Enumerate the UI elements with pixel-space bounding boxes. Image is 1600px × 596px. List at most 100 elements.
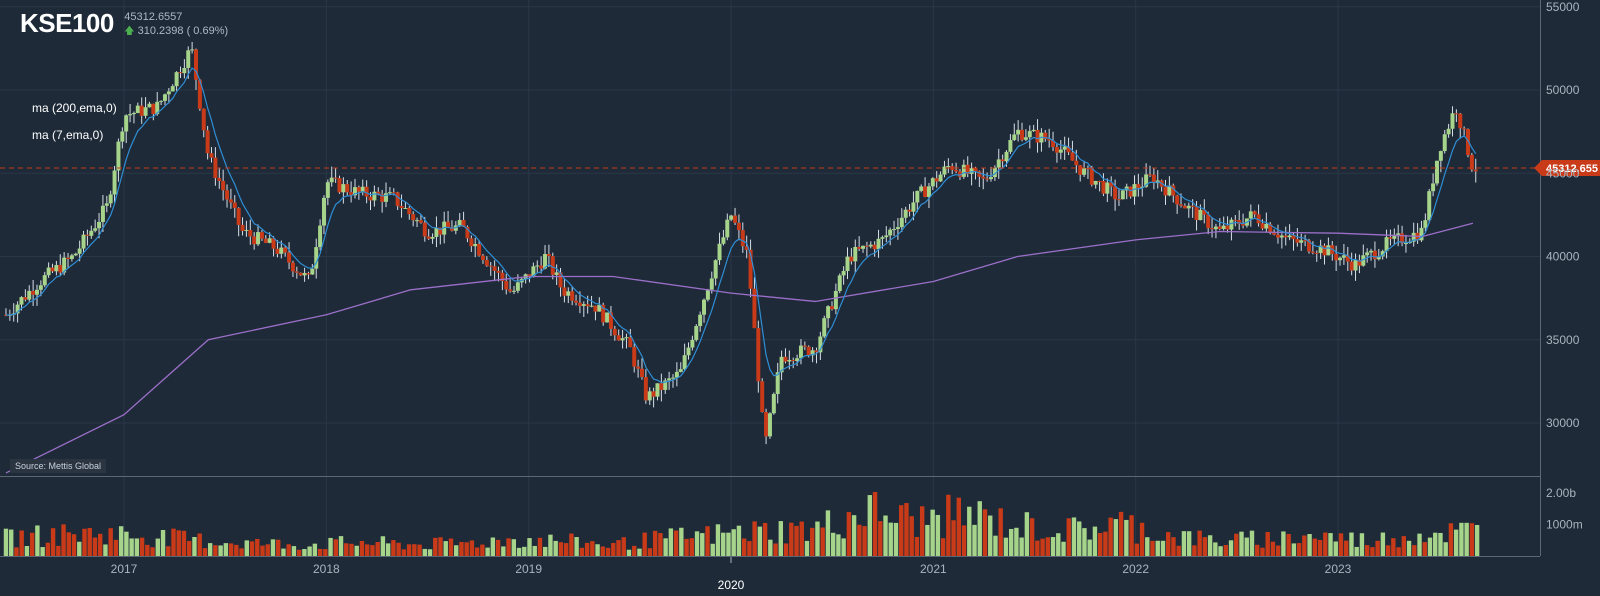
volume-bar: [103, 544, 108, 556]
candle-body: [651, 391, 656, 397]
candle-body: [473, 244, 478, 247]
volume-bar: [815, 521, 820, 556]
candle-body: [954, 169, 959, 172]
candle-body: [27, 290, 32, 300]
candle-body: [577, 302, 582, 306]
candle-body: [628, 337, 633, 348]
candle-body: [616, 335, 621, 341]
volume-bar: [459, 541, 464, 556]
volume-bar: [1296, 543, 1302, 556]
candle-body: [434, 227, 439, 237]
volume-bar: [1464, 522, 1469, 556]
candle-body: [531, 266, 536, 278]
volume-bar: [370, 545, 375, 556]
volume-bar: [29, 532, 35, 556]
price-tick-label: 30000: [1546, 416, 1580, 430]
volume-bar: [967, 506, 972, 556]
candle-body: [566, 291, 571, 296]
candle-body: [1241, 224, 1246, 226]
candle-body: [1082, 168, 1087, 175]
candle-body: [767, 413, 772, 437]
candle-body: [418, 220, 423, 223]
up-arrow-icon: 🡅: [124, 26, 135, 37]
volume-bar: [810, 527, 815, 556]
volume-bar: [1391, 538, 1396, 556]
volume-bar: [726, 532, 731, 556]
volume-bar: [443, 541, 448, 556]
volume-bar: [752, 521, 757, 556]
candle-body: [1167, 185, 1172, 196]
candle-body: [496, 270, 501, 273]
volume-bar: [1087, 539, 1092, 556]
candle-body: [236, 208, 241, 225]
volume-bar: [338, 536, 344, 556]
volume-bar: [1008, 528, 1014, 556]
candle-body: [221, 180, 226, 191]
candle-body: [511, 290, 516, 292]
volume-bar: [773, 543, 778, 556]
ema7-legend-label[interactable]: ma (7,ema,0): [32, 128, 104, 142]
volume-bar: [1438, 532, 1443, 556]
candle-body: [372, 191, 377, 201]
candle-body: [1248, 211, 1253, 219]
candle-body: [1000, 159, 1005, 162]
candle-body: [135, 105, 140, 113]
volume-bar: [647, 548, 653, 556]
candle-body: [318, 225, 323, 248]
candle-body: [461, 220, 466, 227]
volume-bar: [302, 549, 307, 556]
volume-bar: [1453, 529, 1459, 556]
volume-bar: [1181, 531, 1187, 556]
candle-body: [19, 297, 24, 305]
volume-bar: [1354, 546, 1359, 556]
volume-bar: [914, 536, 920, 556]
candle-body: [380, 194, 385, 202]
volume-bar: [291, 546, 297, 556]
volume-bar: [207, 543, 213, 556]
volume-bar: [893, 522, 899, 556]
candle-body: [930, 178, 935, 187]
volume-bar: [537, 537, 543, 556]
volume-bar: [1186, 531, 1192, 556]
candle-body: [1043, 132, 1048, 140]
candle-body: [81, 234, 86, 249]
candle-body: [884, 235, 889, 238]
volume-bar: [150, 547, 155, 556]
candle-body: [1027, 131, 1032, 138]
candle-body: [744, 246, 749, 250]
candle-body: [1361, 255, 1366, 266]
candle-body: [996, 159, 1001, 168]
candle-body: [465, 226, 470, 239]
candle-body: [314, 247, 319, 269]
candle-body: [50, 267, 55, 272]
candle-body: [736, 222, 741, 231]
volume-bar: [679, 527, 684, 556]
candle-body: [1419, 227, 1424, 241]
candle-body: [248, 229, 253, 237]
candle-body: [942, 166, 947, 175]
candle-body: [112, 170, 117, 195]
volume-bar: [972, 524, 977, 556]
volume-bar: [286, 544, 291, 556]
volume-bar: [1312, 538, 1318, 556]
candle-body: [190, 49, 195, 51]
ticker-symbol: KSE100: [20, 8, 114, 38]
candle-body: [279, 247, 284, 254]
time-tick-label: 2021: [920, 562, 947, 576]
volume-bar: [1019, 537, 1024, 556]
ema200-legend-label[interactable]: ma (200,ema,0): [32, 101, 117, 115]
candle-body: [977, 171, 982, 177]
volume-bar: [563, 543, 569, 556]
volume-bar: [694, 531, 700, 556]
candle-body: [888, 229, 893, 236]
candle-body: [1062, 146, 1067, 150]
candle-body: [271, 238, 276, 249]
volume-bar: [1071, 517, 1077, 556]
candle-body: [1004, 151, 1009, 162]
candle-body: [539, 265, 544, 269]
candle-body: [1306, 240, 1311, 252]
candle-body: [159, 100, 164, 102]
candle-body: [546, 254, 551, 257]
volume-bar: [940, 538, 946, 556]
